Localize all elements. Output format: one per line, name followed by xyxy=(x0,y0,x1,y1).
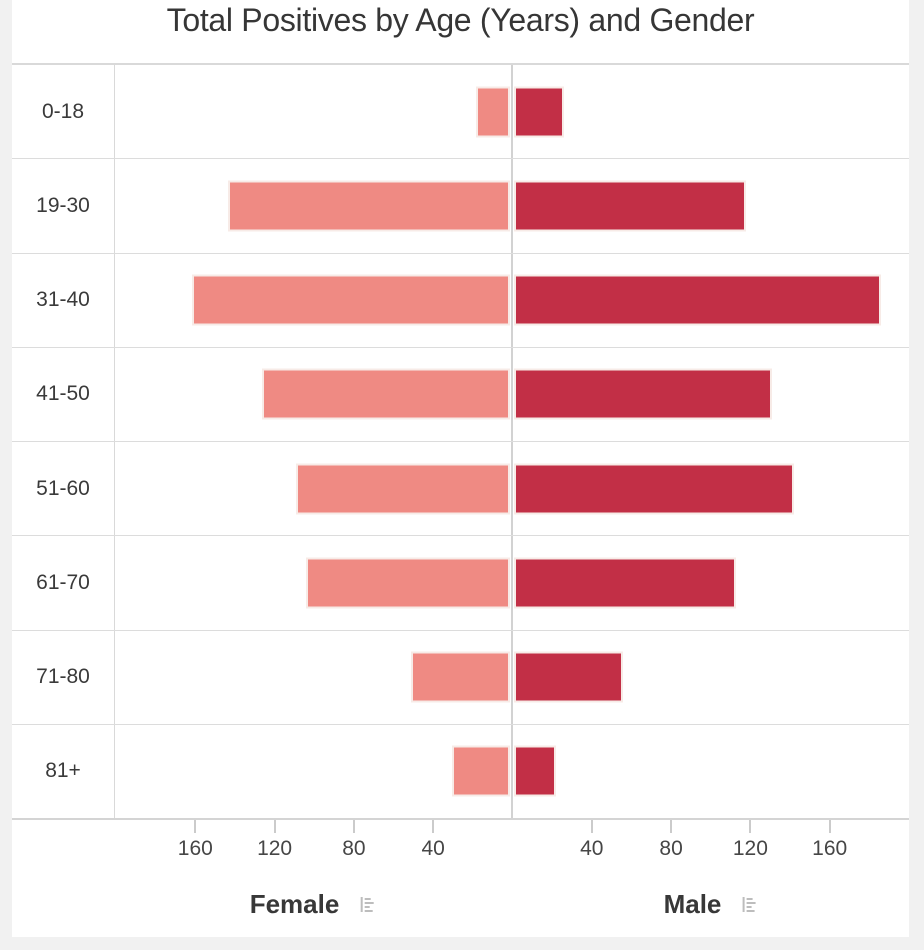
age-row: 51-60 xyxy=(12,441,909,536)
age-label: 31-40 xyxy=(12,253,115,347)
axis-tick xyxy=(194,820,197,833)
axis-tick xyxy=(432,820,435,833)
axis-tick-label: 80 xyxy=(659,837,683,860)
age-row: 31-40 xyxy=(12,252,909,348)
age-row: 71-80 xyxy=(12,629,909,725)
plot-cell xyxy=(115,159,909,253)
axis-tick xyxy=(749,820,752,833)
male-bar[interactable] xyxy=(514,86,564,138)
chart-card: Total Positives by Age (Years) and Gende… xyxy=(12,0,909,937)
mini-bar-chart-icon[interactable] xyxy=(739,895,758,915)
female-axis-label-group: Female xyxy=(250,889,377,920)
axis-tick-label: 40 xyxy=(421,837,445,860)
chart-rows: 0-18 19-30 31-40 41-50 51-60 61-70 71-80 81+ xyxy=(12,63,909,820)
axis-tick xyxy=(590,820,593,833)
male-bar[interactable] xyxy=(514,557,737,609)
male-bar[interactable] xyxy=(514,368,773,420)
age-label: 19-30 xyxy=(12,159,115,253)
plot-cell xyxy=(115,724,909,819)
plot-cell xyxy=(115,253,909,348)
age-label: 81+ xyxy=(12,724,115,818)
axis-tick xyxy=(273,820,276,833)
plot-cell xyxy=(115,347,909,442)
age-row: 0-18 xyxy=(12,65,909,159)
male-bar[interactable] xyxy=(514,463,794,515)
axis-tick xyxy=(352,820,355,833)
age-label: 41-50 xyxy=(12,347,115,441)
axis-tick-label: 120 xyxy=(257,837,293,860)
age-label: 51-60 xyxy=(12,442,115,536)
chart-title: Total Positives by Age (Years) and Gende… xyxy=(166,2,755,38)
female-axis-label: Female xyxy=(249,889,340,919)
pyramid-chart: 0-18 19-30 31-40 41-50 51-60 61-70 71-80 81+ 40… xyxy=(12,63,909,935)
age-label: 61-70 xyxy=(12,536,115,630)
male-axis-label-group: Male xyxy=(664,889,759,920)
axis-tick-label: 120 xyxy=(732,837,768,860)
age-row: 41-50 xyxy=(12,346,909,442)
mini-bar-chart-icon[interactable] xyxy=(357,895,376,915)
male-bar[interactable] xyxy=(514,745,556,797)
axis-tick-label: 160 xyxy=(177,837,213,860)
plot-cell xyxy=(115,536,909,630)
age-label: 71-80 xyxy=(12,630,115,724)
male-bar[interactable] xyxy=(514,274,882,326)
age-row: 61-70 xyxy=(12,535,909,630)
axis-tick xyxy=(828,820,831,833)
female-bar[interactable] xyxy=(261,368,510,420)
plot-cell xyxy=(115,630,909,725)
male-axis-label: Male xyxy=(663,889,722,919)
plot-cell xyxy=(115,65,909,159)
female-bar[interactable] xyxy=(476,86,510,138)
female-bar[interactable] xyxy=(305,557,510,609)
male-bar[interactable] xyxy=(514,651,624,703)
axis-tick xyxy=(670,820,673,833)
male-bar[interactable] xyxy=(514,180,747,232)
female-bar[interactable] xyxy=(295,463,510,515)
female-bar[interactable] xyxy=(228,180,510,232)
plot-cell xyxy=(115,442,909,536)
axis-tick-label: 160 xyxy=(812,837,848,860)
axis-tick-label: 40 xyxy=(580,837,604,860)
age-label: 0-18 xyxy=(12,65,115,159)
axis-labels: Female Male xyxy=(12,875,909,935)
age-row: 81+ xyxy=(12,723,909,819)
female-bar[interactable] xyxy=(452,745,510,797)
axis-tick-label: 80 xyxy=(342,837,366,860)
x-axis: 40 40 80 80 120 120 160 160 xyxy=(12,820,909,875)
age-row: 19-30 xyxy=(12,158,909,253)
female-bar[interactable] xyxy=(410,651,510,703)
female-bar[interactable] xyxy=(192,274,510,326)
